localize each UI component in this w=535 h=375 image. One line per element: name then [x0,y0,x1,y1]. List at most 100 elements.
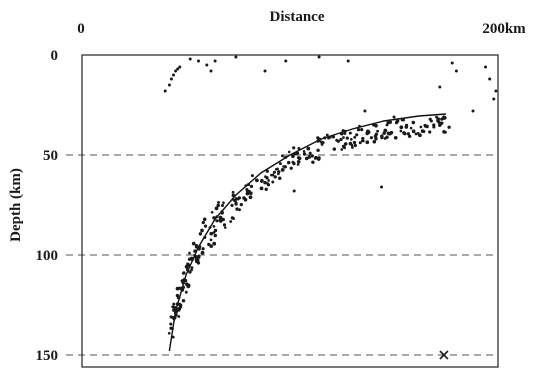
data-point-250 [380,136,383,139]
data-point-127 [235,207,238,210]
data-point-252 [374,137,377,140]
data-point-188 [311,154,314,157]
data-point-306 [440,117,443,120]
data-point-247 [394,136,398,140]
data-point-301 [432,125,435,128]
data-point-326 [347,60,350,63]
data-point-271 [400,130,403,133]
data-point-153 [265,188,268,191]
data-point-124 [240,203,243,206]
data-point-332 [455,70,458,73]
data-point-285 [405,125,408,128]
data-point-13 [177,315,180,318]
data-point-168 [281,154,284,157]
data-point-308 [164,90,167,93]
data-point-26 [172,303,175,306]
data-point-309 [168,84,171,87]
data-point-300 [447,126,450,129]
data-point-305 [435,116,438,119]
data-point-231 [357,128,360,131]
data-point-223 [346,136,349,139]
data-point-39 [184,279,187,282]
data-point-302 [444,131,447,134]
data-point-85 [210,239,213,242]
data-point-336 [494,90,497,93]
y-tick-label-150: 150 [36,348,59,364]
data-point-81 [213,225,216,228]
data-point-237 [353,136,356,139]
data-point-79 [188,252,191,255]
data-point-241 [351,144,354,147]
data-point-171 [291,161,294,164]
data-point-130 [230,204,233,207]
data-point-284 [412,121,416,125]
data-point-166 [273,171,276,174]
data-point-261 [388,132,391,135]
data-point-175 [282,165,285,168]
data-point-157 [287,161,291,165]
data-point-174 [297,160,301,164]
data-point-172 [276,168,279,171]
data-point-145 [271,181,274,184]
data-point-214 [332,135,335,138]
data-point-183 [311,160,314,163]
hypocenter-points [164,56,498,339]
data-point-276 [412,130,415,133]
data-point-169 [290,167,293,170]
data-point-63 [185,265,189,269]
data-point-158 [278,176,282,180]
data-point-233 [353,141,356,144]
data-point-269 [399,125,403,129]
data-point-203 [322,141,325,144]
data-point-304 [442,115,445,118]
data-point-150 [251,174,254,177]
data-point-254 [376,130,379,133]
data-point-239 [344,132,347,135]
data-point-35 [179,304,182,307]
data-point-217 [343,146,346,149]
chart-title: Distance [270,9,325,25]
data-point-263 [372,123,375,126]
data-point-65 [197,256,200,259]
data-point-205 [339,138,342,141]
data-point-149 [245,188,248,191]
data-point-322 [264,70,267,73]
data-point-147 [247,183,250,186]
data-point-156 [283,156,286,159]
data-point-106 [203,217,207,221]
data-point-69 [201,251,205,255]
data-point-104 [211,211,214,214]
data-point-325 [318,56,321,59]
data-point-317 [205,64,208,67]
data-point-105 [212,216,215,219]
data-point-21 [168,332,171,335]
data-point-161 [297,163,300,166]
data-point-191 [297,147,300,150]
data-point-196 [306,147,310,151]
y-tick-label-100: 100 [36,248,59,264]
data-point-310 [170,78,173,81]
data-point-73 [214,234,217,237]
data-point-135 [267,183,270,186]
data-point-146 [274,175,277,178]
data-point-192 [303,150,306,153]
data-point-278 [420,126,423,129]
data-point-70 [192,242,196,246]
data-point-75 [203,236,206,239]
data-point-133 [263,181,267,185]
data-point-82 [195,244,198,247]
data-point-213 [323,136,326,139]
data-point-61 [190,269,193,272]
data-point-159 [288,151,291,154]
data-point-136 [267,179,270,182]
data-point-20 [178,307,182,311]
y-axis-title: Depth (km) [8,168,24,242]
data-point-116 [238,196,241,199]
data-point-126 [232,191,235,194]
data-point-42 [185,291,188,294]
data-point-74 [201,247,204,250]
data-point-221 [373,140,377,144]
data-point-264 [410,127,413,130]
data-point-138 [266,170,269,173]
data-point-142 [255,179,259,183]
